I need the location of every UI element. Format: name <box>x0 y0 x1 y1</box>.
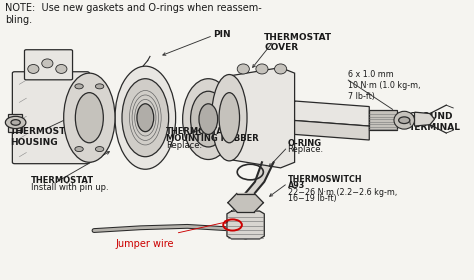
Ellipse shape <box>274 64 287 74</box>
Text: 22−26 N·m (2.2−2.6 kg-m,: 22−26 N·m (2.2−2.6 kg-m, <box>288 188 397 197</box>
Ellipse shape <box>75 93 103 143</box>
Text: GROUND
TERMINAL: GROUND TERMINAL <box>409 112 461 132</box>
FancyBboxPatch shape <box>25 50 73 80</box>
Ellipse shape <box>28 64 39 73</box>
Ellipse shape <box>56 64 67 73</box>
Text: Replace.: Replace. <box>288 145 324 154</box>
Text: Replace.: Replace. <box>166 141 202 150</box>
Ellipse shape <box>191 91 226 147</box>
Text: 16−19 lb-ft): 16−19 lb-ft) <box>288 194 336 203</box>
Ellipse shape <box>182 79 234 160</box>
Text: THERMOSTAT: THERMOSTAT <box>166 127 229 136</box>
FancyBboxPatch shape <box>369 110 397 130</box>
Text: 6 x 1.0 mm
10 N·m (1.0 kg-m,
7 lb-ft): 6 x 1.0 mm 10 N·m (1.0 kg-m, 7 lb-ft) <box>348 70 421 101</box>
Ellipse shape <box>64 73 115 162</box>
Polygon shape <box>228 193 264 212</box>
Ellipse shape <box>199 104 218 134</box>
Text: O-RING: O-RING <box>288 139 322 148</box>
Text: Jumper wire: Jumper wire <box>115 239 173 249</box>
Polygon shape <box>227 211 264 239</box>
Circle shape <box>5 116 26 129</box>
Text: THERMOSTAT: THERMOSTAT <box>31 176 94 185</box>
Ellipse shape <box>137 104 154 132</box>
Text: PIN: PIN <box>213 30 230 39</box>
Ellipse shape <box>115 66 176 169</box>
PathPatch shape <box>414 112 435 126</box>
PathPatch shape <box>295 120 369 140</box>
Ellipse shape <box>237 64 249 74</box>
Ellipse shape <box>256 64 268 74</box>
Text: THERMOSTAT
HOUSING: THERMOSTAT HOUSING <box>10 127 78 147</box>
PathPatch shape <box>229 67 295 168</box>
Ellipse shape <box>219 93 239 143</box>
Circle shape <box>399 117 410 123</box>
FancyBboxPatch shape <box>12 72 89 164</box>
Ellipse shape <box>211 74 247 161</box>
Circle shape <box>75 146 83 151</box>
Ellipse shape <box>122 79 169 157</box>
Circle shape <box>11 120 20 125</box>
Text: THERMOSTAT
COVER: THERMOSTAT COVER <box>264 33 332 52</box>
PathPatch shape <box>295 101 369 126</box>
Ellipse shape <box>42 59 53 68</box>
Ellipse shape <box>394 111 414 129</box>
Circle shape <box>75 84 83 89</box>
Circle shape <box>95 146 104 151</box>
Circle shape <box>95 84 104 89</box>
FancyBboxPatch shape <box>8 113 22 132</box>
Text: NOTE:  Use new gaskets and O-rings when reassem-
bling.: NOTE: Use new gaskets and O-rings when r… <box>5 3 262 25</box>
Polygon shape <box>234 162 273 210</box>
Text: THERMOSWITCH: THERMOSWITCH <box>288 175 362 184</box>
Text: MOUNTING RUBBER: MOUNTING RUBBER <box>166 134 259 143</box>
Text: A93: A93 <box>288 181 305 190</box>
Text: Install with pin up.: Install with pin up. <box>31 183 109 192</box>
